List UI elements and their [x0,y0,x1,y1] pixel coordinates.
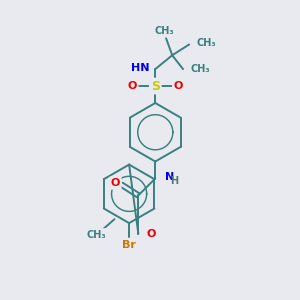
Text: O: O [111,178,120,188]
Text: CH₃: CH₃ [191,64,210,74]
Text: S: S [151,80,160,92]
Text: CH₃: CH₃ [155,26,174,36]
Text: O: O [146,229,155,239]
Text: CH₃: CH₃ [197,38,217,48]
Text: HN: HN [130,63,149,73]
Text: H: H [170,176,178,186]
Text: O: O [174,81,183,91]
Text: N: N [164,172,174,182]
Text: O: O [128,81,137,91]
Text: CH₃: CH₃ [86,230,106,240]
Text: Br: Br [122,240,136,250]
